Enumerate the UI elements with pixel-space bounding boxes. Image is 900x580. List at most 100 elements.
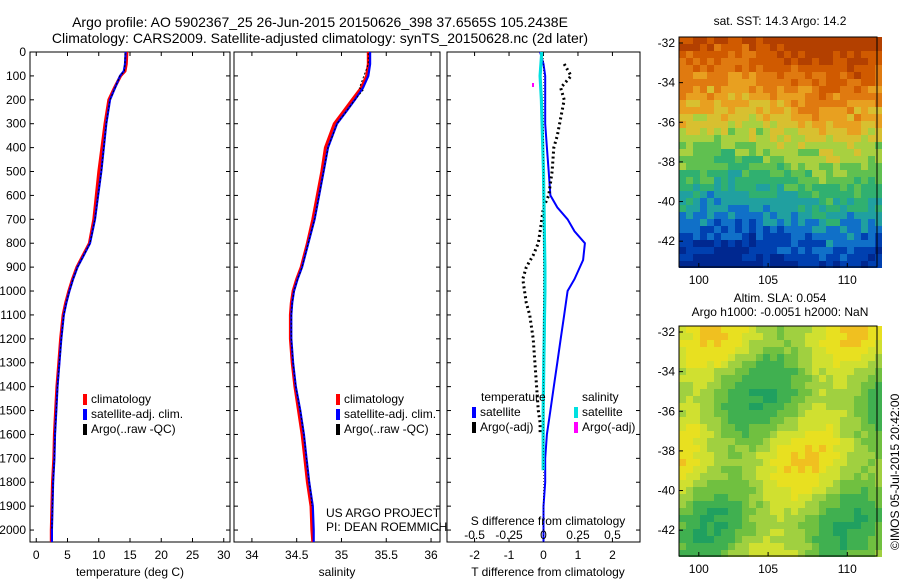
map-cell <box>707 403 714 410</box>
map-cell <box>770 37 777 44</box>
map-cell <box>679 333 686 340</box>
map-cell <box>784 149 791 156</box>
map-cell <box>707 361 714 368</box>
map-cell <box>770 149 777 156</box>
map-cell <box>875 333 882 340</box>
y-tick-label: 1300 <box>0 356 26 370</box>
map-cell <box>756 522 763 529</box>
legend-salinity-head: salinity <box>582 390 619 404</box>
map-cell <box>868 219 875 226</box>
map-cell <box>707 501 714 508</box>
map-cell <box>721 466 728 473</box>
map-cell <box>805 142 812 149</box>
map-cell <box>742 58 749 65</box>
map-cell <box>700 79 707 86</box>
map-cell <box>840 72 847 79</box>
map-cell <box>791 480 798 487</box>
map-cell <box>833 361 840 368</box>
map-cell <box>812 58 819 65</box>
map-cell <box>735 198 742 205</box>
map-cell <box>826 86 833 93</box>
map-cell <box>833 114 840 121</box>
map-cell <box>749 354 756 361</box>
map-cell <box>693 543 700 550</box>
x-tick-label: -1 <box>504 548 515 562</box>
map-cell <box>714 529 721 536</box>
map-cell <box>700 254 707 261</box>
map-cell <box>819 417 826 424</box>
map-cell <box>826 550 833 557</box>
map-cell <box>784 247 791 254</box>
map-cell <box>686 522 693 529</box>
map-cell <box>693 93 700 100</box>
map-cell <box>763 480 770 487</box>
map-cell <box>798 424 805 431</box>
map-cell <box>686 403 693 410</box>
map-cell <box>735 501 742 508</box>
map-cell <box>777 121 784 128</box>
map-cell <box>756 128 763 135</box>
map-cell <box>721 417 728 424</box>
map-cell <box>700 121 707 128</box>
map-cell <box>770 44 777 51</box>
map-cell <box>693 107 700 114</box>
map-cell <box>770 417 777 424</box>
map-cell <box>679 522 686 529</box>
map-cell <box>749 452 756 459</box>
map-cell <box>847 86 854 93</box>
map-cell <box>826 233 833 240</box>
map-cell <box>847 361 854 368</box>
map-cell <box>714 93 721 100</box>
map-cell <box>763 424 770 431</box>
map-cell <box>826 247 833 254</box>
map-cell <box>826 347 833 354</box>
lat-tick-label: -38 <box>658 155 676 169</box>
diff-legend-s-1-swatch <box>574 422 578 433</box>
map-cell <box>812 135 819 142</box>
map-cell <box>784 107 791 114</box>
map-cell <box>847 333 854 340</box>
map-cell <box>840 149 847 156</box>
map-cell <box>707 72 714 79</box>
map-cell <box>819 177 826 184</box>
map-cell <box>700 466 707 473</box>
map-cell <box>700 128 707 135</box>
map-cell <box>826 487 833 494</box>
map-cell <box>812 417 819 424</box>
map-cell <box>728 431 735 438</box>
map-cell <box>826 466 833 473</box>
map-cell <box>784 72 791 79</box>
map-cell <box>875 480 882 487</box>
map-cell <box>854 550 861 557</box>
map-cell <box>868 326 875 333</box>
map-cell <box>847 114 854 121</box>
map-cell <box>819 403 826 410</box>
map-cell <box>833 37 840 44</box>
map-cell <box>833 536 840 543</box>
map-cell <box>854 347 861 354</box>
map-cell <box>700 543 707 550</box>
map-cell <box>854 254 861 261</box>
map-cell <box>777 226 784 233</box>
map-cell <box>868 254 875 261</box>
map-cell <box>847 149 854 156</box>
map-cell <box>756 100 763 107</box>
map-cell <box>812 128 819 135</box>
map-cell <box>840 389 847 396</box>
map-cell <box>784 508 791 515</box>
map-cell <box>819 466 826 473</box>
map-cell <box>756 254 763 261</box>
map-cell <box>875 184 882 191</box>
map-cell <box>770 86 777 93</box>
map-cell <box>686 417 693 424</box>
map-cell <box>833 515 840 522</box>
map-cell <box>777 156 784 163</box>
map-cell <box>679 93 686 100</box>
map-cell <box>784 361 791 368</box>
map-cell <box>707 107 714 114</box>
map-cell <box>826 536 833 543</box>
map-cell <box>770 459 777 466</box>
map-cell <box>854 58 861 65</box>
map-cell <box>700 403 707 410</box>
